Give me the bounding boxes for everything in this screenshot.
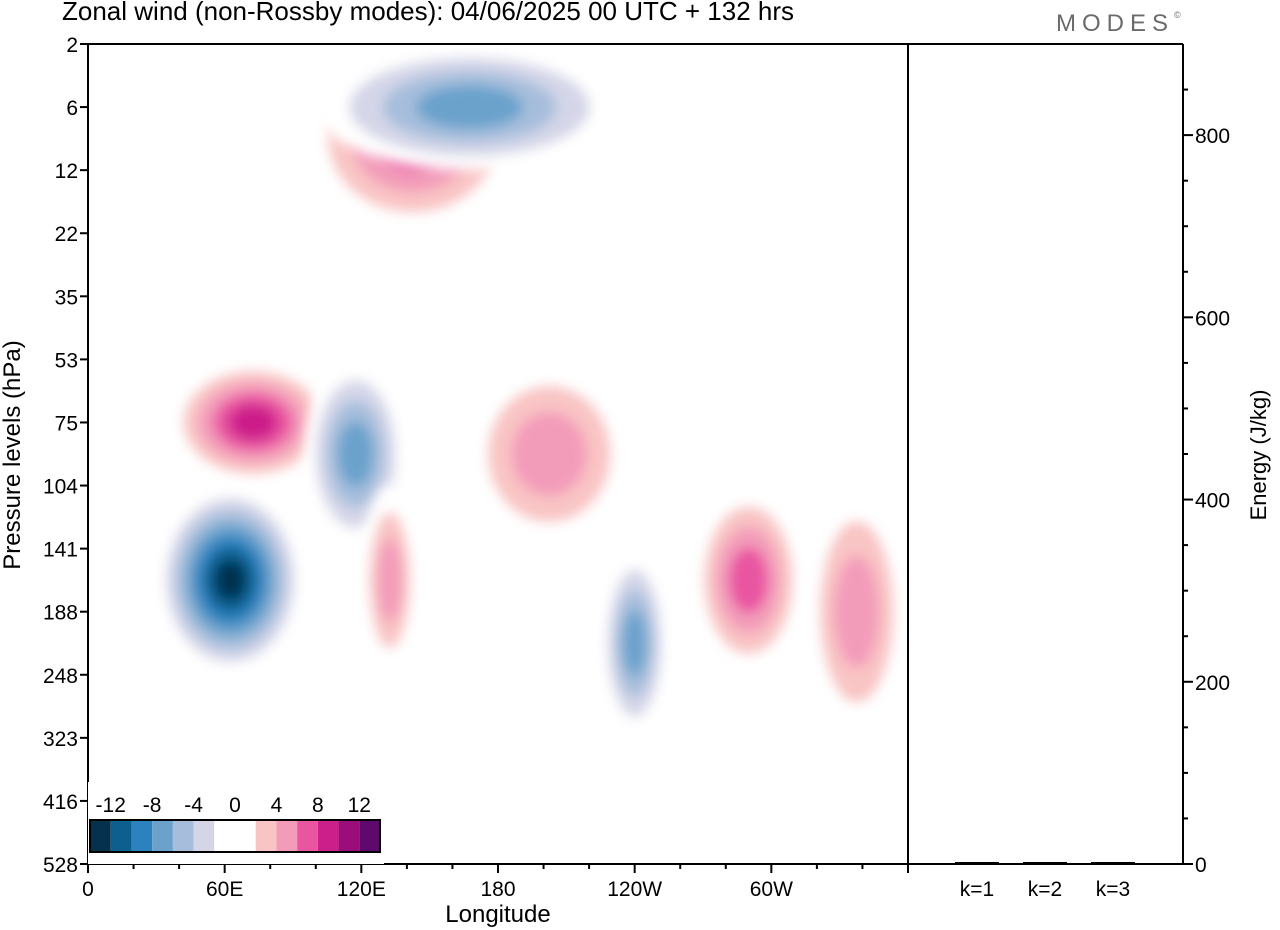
longitude-tick-label: 60E xyxy=(206,878,243,901)
energy-bar xyxy=(1091,862,1135,864)
colorbar-swatch xyxy=(110,820,132,852)
pressure-tick-label: 188 xyxy=(43,602,78,625)
pressure-tick-label: 75 xyxy=(55,412,78,435)
logo-mark: © xyxy=(1174,10,1181,20)
wind-contour xyxy=(228,404,278,441)
wind-anomaly-positive xyxy=(167,359,339,486)
wind-contour xyxy=(337,421,374,487)
longitude-tick-label: 120E xyxy=(337,878,386,901)
energy-tick-label: 200 xyxy=(1195,672,1230,695)
wind-contour xyxy=(622,610,647,677)
longitude-tick-label: 120W xyxy=(607,878,662,901)
colorbar-swatch xyxy=(359,820,380,852)
colorbar-tick-label: 8 xyxy=(312,794,324,817)
colorbar-swatch xyxy=(172,820,194,852)
colorbar-swatch xyxy=(255,820,277,852)
modes-logo: MODES© xyxy=(1056,10,1181,38)
colorbar-tick-label: -4 xyxy=(184,794,203,817)
energy-category-label: k=2 xyxy=(1028,878,1062,901)
energy-tick-label: 400 xyxy=(1195,490,1230,513)
chart-title: Zonal wind (non-Rossby modes): 04/06/202… xyxy=(62,0,794,26)
zonal-wind-field xyxy=(156,44,908,738)
energy-axis: 0 200 400 600 800 xyxy=(1183,88,1230,877)
colorbar-swatch xyxy=(276,820,298,852)
wind-anomaly-positive xyxy=(361,485,419,675)
colorbar-swatch xyxy=(193,820,215,852)
pressure-tick-label: 104 xyxy=(43,476,78,499)
energy-axis-label: Energy (J/kg) xyxy=(1246,390,1271,521)
wind-anomaly-negative xyxy=(315,44,624,171)
wind-contour xyxy=(214,560,246,601)
longitude-tick-label: 0 xyxy=(82,878,94,901)
pressure-tick-label: 416 xyxy=(43,791,78,814)
colorbar-swatch xyxy=(152,820,173,852)
energy-bar xyxy=(1023,862,1067,864)
colorbar: -12 -8 -4 0 4 8 12 xyxy=(88,782,384,864)
wind-anomaly-positive xyxy=(691,485,806,675)
wind-anomaly-positive xyxy=(805,485,908,738)
logo-text: MODES xyxy=(1056,10,1175,37)
longitude-tick-label: 60W xyxy=(750,878,793,901)
longitude-tick-label: 180 xyxy=(480,878,515,901)
pressure-tick-label: 35 xyxy=(55,286,78,309)
wind-contour xyxy=(377,538,403,623)
wind-contour xyxy=(416,85,524,130)
colorbar-swatch xyxy=(235,820,256,852)
energy-bars: k=1 k=2 k=3 xyxy=(955,862,1135,901)
pressure-tick-label: 2 xyxy=(66,34,78,57)
pressure-tick-label: 323 xyxy=(43,728,78,751)
energy-tick-label: 600 xyxy=(1195,307,1230,330)
colorbar-swatch xyxy=(131,820,153,852)
wind-anomaly-negative xyxy=(600,548,669,738)
energy-category-label: k=3 xyxy=(1096,878,1130,901)
wind-contour xyxy=(511,411,588,497)
colorbar-swatch xyxy=(297,820,318,852)
colorbar-tick-label: -8 xyxy=(143,794,162,817)
x-axis-label: Longitude xyxy=(445,901,550,928)
pressure-axis: 2 6 12 22 35 53 75 104 141 188 248 323 416 528 xyxy=(43,34,88,877)
wind-contour xyxy=(833,555,880,668)
pressure-tick-label: 141 xyxy=(43,539,78,562)
pressure-tick-label: 53 xyxy=(55,349,78,372)
colorbar-outline xyxy=(89,819,381,853)
energy-tick-label: 0 xyxy=(1195,854,1207,877)
energy-tick-label: 800 xyxy=(1195,125,1230,148)
wind-anomaly-negative xyxy=(156,485,305,675)
longitude-axis: 0 60E 120E 180 120W 60W xyxy=(82,864,909,901)
wind-contour xyxy=(728,547,769,614)
colorbar-swatch xyxy=(317,820,339,852)
pressure-tick-label: 248 xyxy=(43,665,78,688)
pressure-tick-label: 22 xyxy=(55,223,78,246)
colorbar-swatch xyxy=(214,820,235,852)
energy-bar xyxy=(955,862,999,864)
energy-category-label: k=1 xyxy=(960,878,994,901)
pressure-tick-label: 528 xyxy=(43,854,78,877)
colorbar-tick-label: 4 xyxy=(271,794,283,817)
wind-anomaly-positive xyxy=(463,359,635,549)
y-axis-label: Pressure levels (hPa) xyxy=(0,340,26,569)
colorbar-swatch xyxy=(338,820,360,852)
colorbar-tick-label: -12 xyxy=(96,794,126,817)
pressure-tick-label: 12 xyxy=(55,160,78,183)
colorbar-swatch xyxy=(90,820,111,852)
colorbar-tick-label: 12 xyxy=(348,794,371,817)
colorbar-tick-label: 0 xyxy=(229,794,241,817)
pressure-tick-label: 6 xyxy=(66,97,78,120)
